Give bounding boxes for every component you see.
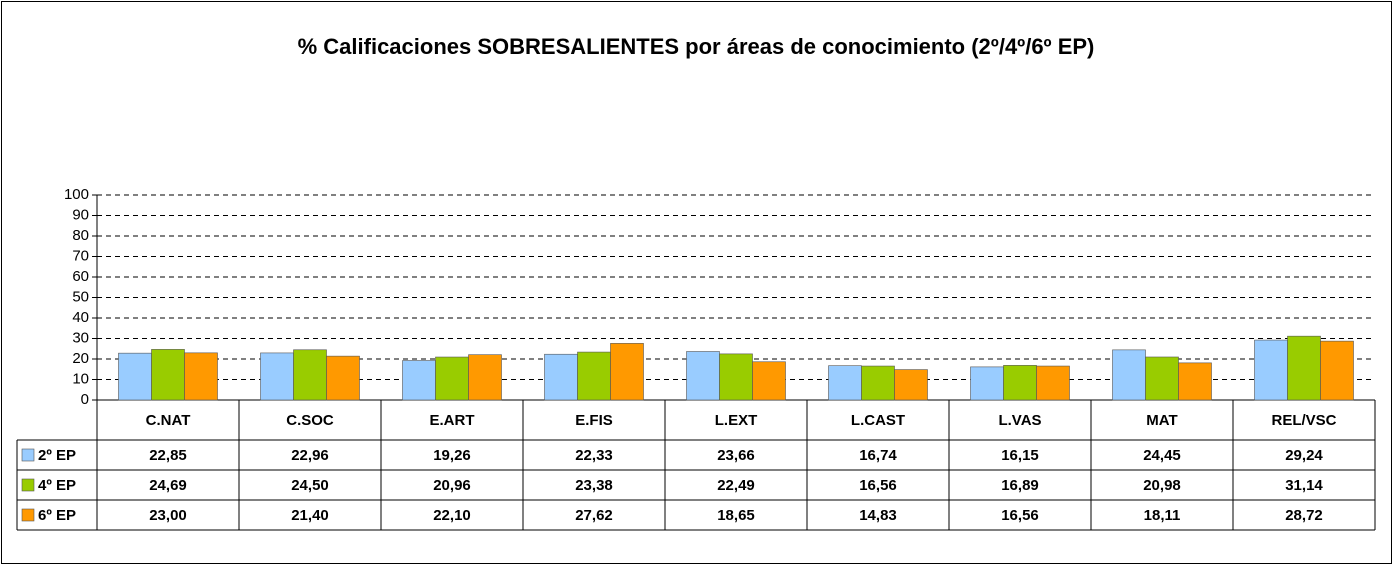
bar (435, 356, 469, 401)
data-label: 29,24 (1285, 447, 1323, 464)
legend-swatch (21, 478, 35, 492)
x-tick-label: C.NAT (146, 412, 191, 429)
data-label: 22,33 (575, 447, 613, 464)
y-tick-label: 90 (72, 206, 89, 223)
bar (719, 353, 753, 401)
data-label: 31,14 (1285, 477, 1323, 494)
y-tick-label: 80 (72, 227, 89, 244)
bar (1287, 335, 1321, 401)
legend-label: 2º EP (38, 447, 76, 464)
bar (544, 353, 578, 401)
data-label: 24,69 (149, 477, 187, 494)
bar (1254, 339, 1288, 401)
data-label: 22,85 (149, 447, 187, 464)
data-label: 22,10 (433, 507, 471, 524)
data-label: 19,26 (433, 447, 471, 464)
y-tick-label: 40 (72, 309, 89, 326)
y-tick-label: 30 (72, 329, 89, 346)
data-label: 16,89 (1001, 477, 1039, 494)
y-tick-label: 20 (72, 350, 89, 367)
x-tick-label: REL/VSC (1271, 412, 1336, 429)
legend-label: 4º EP (38, 477, 76, 494)
data-label: 28,72 (1285, 507, 1323, 524)
bar (1178, 362, 1212, 401)
bar (1145, 356, 1179, 401)
bar (610, 343, 644, 401)
bar (970, 366, 1004, 401)
data-label: 22,96 (291, 447, 329, 464)
x-tick-label: L.EXT (715, 412, 758, 429)
data-label: 23,66 (717, 447, 755, 464)
bar (260, 352, 294, 401)
legend-label: 6º EP (38, 507, 76, 524)
bar (402, 360, 436, 401)
x-tick-label: E.FIS (575, 412, 613, 429)
data-label: 16,15 (1001, 447, 1039, 464)
data-label: 16,56 (1001, 507, 1039, 524)
bar (828, 365, 862, 401)
bar (1003, 365, 1037, 401)
data-label: 20,98 (1143, 477, 1181, 494)
bar (686, 351, 720, 401)
data-label: 23,00 (149, 507, 187, 524)
y-tick-label: 100 (64, 186, 89, 203)
y-tick-label: 0 (81, 391, 89, 408)
data-label: 20,96 (433, 477, 471, 494)
data-label: 27,62 (575, 507, 613, 524)
data-label: 16,74 (859, 447, 897, 464)
bar (326, 355, 360, 401)
bar (577, 351, 611, 401)
bar (151, 349, 185, 401)
data-label: 24,50 (291, 477, 329, 494)
legend-swatch (21, 508, 35, 522)
data-label: 22,49 (717, 477, 755, 494)
bar (293, 349, 327, 401)
bar (118, 352, 152, 401)
data-label: 18,11 (1144, 507, 1181, 524)
x-tick-label: E.ART (430, 412, 475, 429)
bar (861, 365, 895, 401)
x-tick-label: C.SOC (286, 412, 334, 429)
legend-swatch (21, 448, 35, 462)
y-tick-label: 70 (72, 247, 89, 264)
bar (184, 352, 218, 401)
x-tick-label: L.VAS (998, 412, 1041, 429)
data-label: 21,40 (291, 507, 329, 524)
y-tick-label: 60 (72, 268, 89, 285)
bar (1112, 349, 1146, 401)
x-tick-label: MAT (1146, 412, 1177, 429)
y-tick-label: 10 (72, 370, 89, 387)
bar (752, 361, 786, 401)
data-label: 24,45 (1143, 447, 1181, 464)
data-label: 18,65 (717, 507, 755, 524)
data-label: 23,38 (575, 477, 613, 494)
chart-title: % Calificaciones SOBRESALIENTES por área… (298, 34, 1095, 59)
data-label: 14,83 (859, 507, 897, 524)
data-label: 16,56 (859, 477, 897, 494)
bar (468, 354, 502, 401)
bar (1036, 365, 1070, 401)
y-tick-label: 50 (72, 288, 89, 305)
x-tick-label: L.CAST (851, 412, 905, 429)
bar (894, 369, 928, 401)
bar (1320, 340, 1354, 401)
